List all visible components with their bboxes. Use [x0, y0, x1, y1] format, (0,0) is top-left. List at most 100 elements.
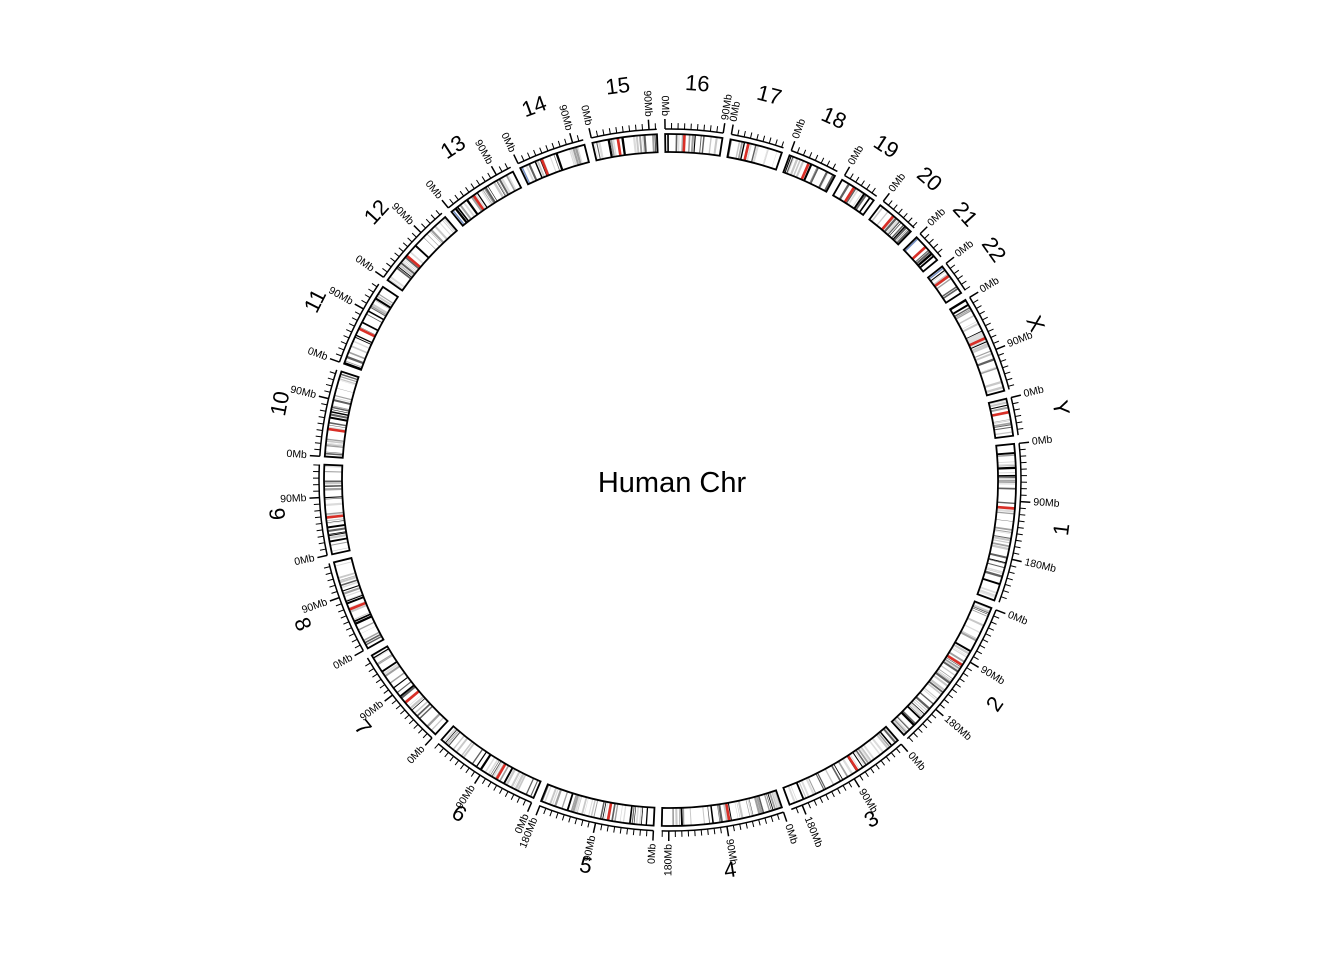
- minor-tick: [796, 808, 798, 814]
- minor-tick: [843, 785, 846, 790]
- tick-label: 0Mb: [286, 448, 307, 461]
- minor-tick: [494, 785, 497, 790]
- minor-tick: [850, 174, 853, 179]
- minor-tick: [927, 719, 931, 723]
- major-tick: [970, 292, 979, 297]
- minor-tick: [336, 354, 342, 356]
- major-tick: [317, 555, 327, 557]
- minor-tick: [704, 125, 705, 131]
- major-tick: [330, 359, 339, 362]
- minor-tick: [352, 318, 357, 321]
- minor-tick: [466, 768, 469, 773]
- minor-tick: [482, 779, 485, 784]
- minor-tick: [521, 155, 523, 160]
- minor-tick: [918, 728, 922, 732]
- chromosome-name-20: 20: [912, 161, 947, 196]
- minor-tick: [759, 820, 761, 826]
- chromosome-name-19: 19: [869, 129, 903, 163]
- minor-tick: [888, 201, 892, 206]
- minor-tick: [821, 158, 824, 163]
- minor-tick: [815, 155, 817, 160]
- minor-tick: [963, 673, 968, 676]
- major-tick: [355, 304, 364, 309]
- minor-tick: [412, 233, 416, 237]
- tick-label: 0Mb: [659, 96, 671, 117]
- minor-tick: [365, 663, 370, 666]
- minor-tick: [558, 141, 560, 147]
- minor-tick: [982, 317, 987, 320]
- major-tick: [854, 779, 859, 788]
- minor-tick: [540, 148, 542, 154]
- minor-tick: [423, 734, 427, 738]
- tick-label: 90Mb: [280, 492, 307, 505]
- chromosome-name-9: 9: [264, 507, 290, 521]
- minor-tick: [368, 289, 373, 292]
- tick-label: 0Mb: [978, 275, 1002, 296]
- minor-tick: [314, 449, 320, 450]
- cytoband: [324, 483, 342, 485]
- minor-tick: [929, 239, 933, 243]
- minor-tick: [562, 815, 564, 821]
- chromosome-name-5: 5: [577, 852, 594, 879]
- minor-tick: [886, 757, 890, 762]
- tick-label: 0Mb: [846, 143, 867, 167]
- minor-tick: [769, 138, 771, 144]
- cytoband: [998, 481, 1016, 483]
- minor-tick: [556, 813, 558, 819]
- minor-tick: [808, 803, 810, 809]
- chromosome-name-7: 7: [349, 715, 376, 740]
- minor-tick: [977, 651, 982, 654]
- cytoband: [998, 483, 1016, 484]
- minor-tick: [565, 139, 567, 145]
- minor-tick: [320, 549, 326, 550]
- tick-label: 0Mb: [306, 345, 329, 363]
- minor-tick: [330, 372, 336, 374]
- minor-tick: [382, 268, 387, 272]
- tick-label: 0Mb: [925, 206, 948, 229]
- minor-tick: [488, 173, 491, 178]
- major-tick: [901, 744, 908, 752]
- minor-tick: [635, 125, 636, 131]
- tick-label: 0Mb: [728, 100, 743, 122]
- minor-tick: [616, 127, 617, 133]
- cytoband: [667, 134, 669, 152]
- minor-tick: [609, 128, 610, 134]
- chromosome-name-2: 2: [981, 692, 1009, 716]
- major-tick: [319, 396, 329, 398]
- major-tick: [883, 193, 889, 201]
- minor-tick: [833, 164, 836, 169]
- chromosome-name-17: 17: [754, 80, 784, 110]
- minor-tick: [435, 744, 439, 749]
- minor-tick: [1005, 372, 1011, 374]
- minor-tick: [1006, 378, 1012, 380]
- minor-tick: [752, 821, 753, 827]
- minor-tick: [985, 323, 990, 326]
- minor-tick: [338, 610, 344, 612]
- minor-tick: [399, 248, 404, 252]
- minor-tick: [317, 530, 323, 531]
- minor-tick: [967, 668, 972, 671]
- minor-tick: [440, 748, 444, 753]
- minor-tick: [471, 184, 474, 189]
- minor-tick: [898, 209, 902, 214]
- minor-tick: [714, 828, 715, 834]
- minor-tick: [865, 772, 868, 777]
- major-tick: [731, 125, 733, 135]
- minor-tick: [331, 592, 337, 594]
- minor-tick: [426, 219, 430, 223]
- minor-tick: [607, 826, 608, 832]
- major-tick: [589, 128, 591, 138]
- minor-tick: [744, 131, 745, 137]
- major-tick: [593, 823, 595, 833]
- major-tick: [723, 123, 725, 133]
- chromosome-17: 0Mb 17: [727, 80, 784, 170]
- minor-tick: [341, 616, 347, 618]
- tick-label: 180Mb: [942, 713, 974, 743]
